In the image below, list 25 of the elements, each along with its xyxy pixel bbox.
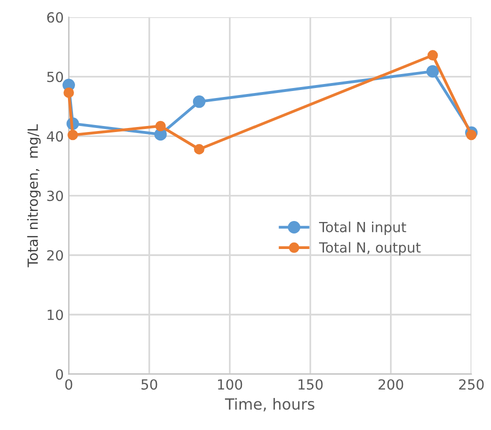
y-tick-label: 30 — [47, 190, 63, 202]
y-tick-label: 20 — [47, 250, 63, 261]
y-tick-label: 60 — [47, 12, 63, 23]
y-tick-label: 0 — [56, 369, 63, 380]
point — [64, 88, 74, 98]
legend-label: Total N input — [319, 222, 406, 236]
y-tick-label: 40 — [46, 131, 63, 142]
x-tick-label: 150 — [298, 379, 323, 390]
point — [426, 65, 439, 78]
point — [68, 130, 78, 140]
y-tick-label: 50 — [47, 72, 63, 82]
point — [466, 130, 477, 140]
point — [192, 95, 206, 108]
x-tick-label: 100 — [218, 379, 242, 390]
x-tick-label: 0 — [65, 379, 72, 390]
point — [194, 144, 204, 154]
y-tick-label: 10 — [48, 310, 63, 320]
x-tick-label: 200 — [378, 379, 404, 390]
x-tick-label: 50 — [142, 379, 158, 390]
legend-label: Total N, output — [319, 242, 421, 256]
y-axis-title: Total nitrogen, mg/L — [27, 124, 41, 268]
x-tick-label: 250 — [459, 379, 484, 390]
point — [155, 120, 166, 132]
x-axis-title: Time, hours — [224, 398, 314, 412]
point — [428, 50, 438, 60]
